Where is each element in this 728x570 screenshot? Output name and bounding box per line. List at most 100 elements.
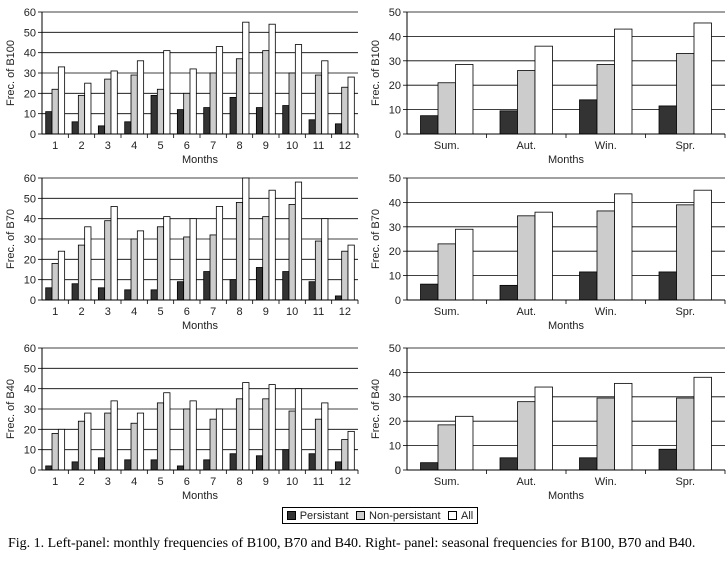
x-axis-label: Months bbox=[548, 490, 585, 502]
bar-persistant bbox=[45, 287, 53, 301]
legend-label-persistant: Persistant bbox=[299, 509, 349, 522]
x-tick-label: Win. bbox=[595, 140, 617, 152]
x-tick-label: 4 bbox=[131, 306, 137, 318]
bar-persistant bbox=[282, 449, 290, 471]
bar-non-persistant bbox=[288, 204, 296, 301]
y-tick-label: 10 bbox=[24, 109, 36, 121]
y-tick-label: 0 bbox=[30, 295, 36, 307]
bar-all bbox=[163, 392, 171, 471]
bar-all bbox=[693, 376, 712, 471]
x-tick-label: 4 bbox=[131, 140, 137, 152]
y-tick-label: 30 bbox=[24, 234, 36, 246]
y-tick-label: 40 bbox=[24, 48, 36, 60]
bar-persistant bbox=[255, 107, 264, 135]
bar-persistant bbox=[579, 457, 598, 471]
x-tick-label: Win. bbox=[595, 476, 617, 488]
y-tick-label: 0 bbox=[30, 129, 36, 141]
bar-persistant bbox=[499, 284, 518, 301]
y-tick-label: 20 bbox=[389, 80, 401, 92]
bar-all bbox=[189, 68, 197, 135]
bar-non-persistant bbox=[288, 72, 296, 135]
bar-non-persistant bbox=[209, 234, 217, 301]
bar-persistant bbox=[579, 271, 598, 301]
bar-all bbox=[242, 382, 250, 471]
bar-persistant bbox=[97, 457, 106, 471]
bar-persistant bbox=[124, 121, 132, 135]
x-tick-label: Spr. bbox=[675, 140, 695, 152]
bar-all bbox=[84, 226, 92, 301]
y-tick-label: 50 bbox=[24, 27, 36, 39]
bar-all bbox=[321, 402, 329, 471]
bar-persistant bbox=[176, 465, 185, 471]
legend-item-all: All bbox=[448, 510, 473, 522]
x-tick-label: 7 bbox=[210, 306, 216, 318]
x-axis-label: Months bbox=[182, 320, 219, 332]
x-tick-label: 12 bbox=[339, 306, 351, 318]
y-tick-label: 10 bbox=[389, 105, 401, 117]
y-axis-label: Frec. of B40 bbox=[5, 379, 17, 439]
bar-persistant bbox=[420, 462, 439, 471]
bar-non-persistant bbox=[156, 88, 165, 135]
bar-persistant bbox=[658, 105, 677, 135]
bar-non-persistant bbox=[77, 94, 86, 135]
y-tick-label: 0 bbox=[30, 465, 36, 477]
x-tick-label: 1 bbox=[52, 476, 58, 488]
x-tick-label: 9 bbox=[263, 476, 269, 488]
x-tick-label: 4 bbox=[131, 476, 137, 488]
y-tick-label: 60 bbox=[24, 343, 36, 355]
bar-non-persistant bbox=[77, 244, 86, 301]
bar-all bbox=[268, 189, 276, 301]
bar-all bbox=[693, 189, 712, 301]
bar-all bbox=[534, 386, 553, 471]
bar-non-persistant bbox=[596, 210, 615, 301]
x-axis-label: Months bbox=[548, 154, 585, 166]
legend-label-all: All bbox=[461, 509, 474, 522]
x-tick-label: 7 bbox=[210, 140, 216, 152]
bar-non-persistant bbox=[596, 64, 615, 135]
bar-persistant bbox=[71, 461, 79, 471]
bar-all bbox=[455, 415, 474, 471]
x-tick-label: 10 bbox=[286, 140, 298, 152]
bar-persistant bbox=[499, 457, 518, 471]
bar-persistant bbox=[579, 99, 598, 135]
bar-persistant bbox=[124, 289, 132, 301]
y-tick-label: 40 bbox=[24, 384, 36, 396]
bar-all bbox=[268, 23, 276, 135]
bar-persistant bbox=[229, 453, 237, 471]
bar-non-persistant bbox=[104, 412, 112, 471]
bar-all bbox=[614, 382, 633, 471]
y-tick-label: 30 bbox=[389, 392, 401, 404]
legend-item-non-persistant: Non-persistant bbox=[356, 510, 441, 522]
x-tick-label: Aut. bbox=[516, 306, 536, 318]
x-tick-label: 10 bbox=[286, 306, 298, 318]
bar-all bbox=[614, 193, 633, 301]
y-tick-label: 20 bbox=[24, 254, 36, 266]
bar-non-persistant bbox=[314, 240, 323, 301]
x-tick-label: 2 bbox=[78, 140, 84, 152]
bar-non-persistant bbox=[156, 226, 165, 301]
y-tick-label: 50 bbox=[24, 193, 36, 205]
x-tick-label: 6 bbox=[184, 476, 190, 488]
x-tick-label: Sum. bbox=[434, 140, 460, 152]
bar-persistant bbox=[308, 119, 316, 135]
bar-non-persistant bbox=[235, 398, 244, 471]
bar-non-persistant bbox=[676, 397, 695, 471]
bar-persistant bbox=[334, 461, 343, 471]
bar-all bbox=[215, 46, 224, 135]
bar-non-persistant bbox=[517, 215, 536, 301]
bar-all bbox=[534, 211, 553, 301]
bar-persistant bbox=[124, 459, 132, 471]
x-tick-label: Sum. bbox=[434, 476, 460, 488]
y-tick-label: 50 bbox=[389, 343, 401, 355]
bar-all bbox=[163, 50, 171, 135]
y-tick-label: 30 bbox=[24, 404, 36, 416]
y-tick-label: 50 bbox=[389, 7, 401, 19]
y-axis-label: Frec. of B70 bbox=[370, 209, 382, 269]
x-tick-label: 5 bbox=[157, 306, 163, 318]
bar-non-persistant bbox=[130, 74, 138, 135]
bar-persistant bbox=[176, 109, 185, 135]
bar-non-persistant bbox=[437, 424, 456, 471]
y-tick-label: 50 bbox=[389, 173, 401, 185]
x-tick-label: 5 bbox=[157, 476, 163, 488]
